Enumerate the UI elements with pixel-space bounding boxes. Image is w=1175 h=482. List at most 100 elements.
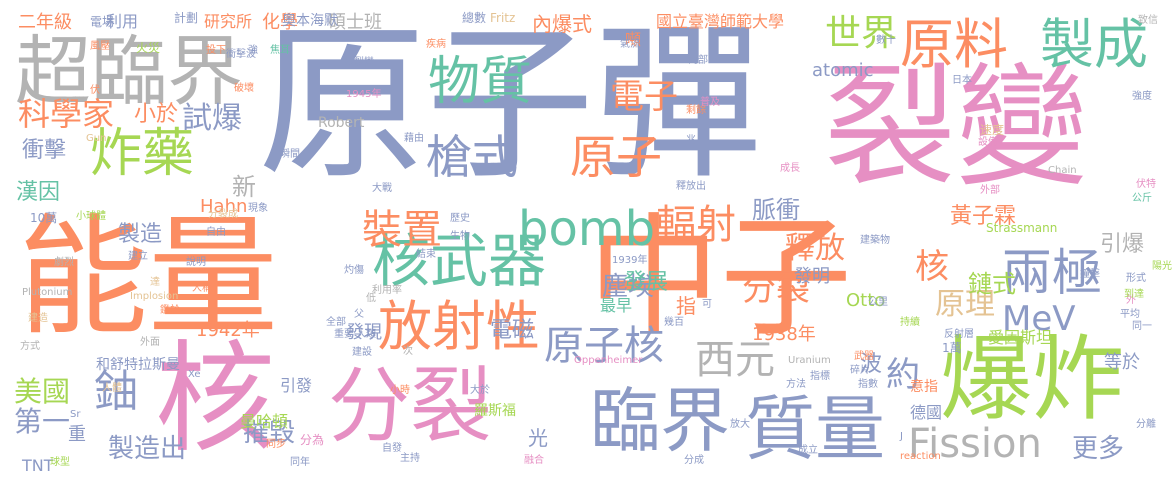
cloud-word: Implosion [130, 291, 179, 302]
cloud-word: 科學家 [18, 95, 115, 133]
cloud-word: 原料 [900, 13, 1008, 76]
cloud-word: Otto [846, 290, 886, 311]
cloud-word: 1938年 [752, 324, 816, 345]
cloud-word: 兩極 [1002, 244, 1102, 302]
cloud-word: 風壓 [90, 41, 110, 52]
cloud-word: 意指 [910, 379, 938, 395]
cloud-word: 槍式 [426, 130, 518, 184]
cloud-word: 劇烈 [54, 257, 74, 268]
cloud-word: 強度 [1132, 91, 1152, 102]
cloud-word: 1939年 [612, 255, 648, 266]
cloud-word: 同一 [1132, 321, 1152, 332]
cloud-word: 德國 [910, 403, 943, 422]
cloud-word: 外面 [140, 337, 160, 348]
cloud-word: 歷史 [450, 213, 470, 224]
cloud-word: 電磁 [490, 318, 535, 343]
cloud-word: 指標 [810, 371, 830, 382]
cloud-word: 全部 [326, 317, 346, 328]
cloud-word: 電場 [90, 15, 115, 29]
cloud-word: 日本 [952, 75, 972, 86]
cloud-word: 小時 [390, 385, 410, 396]
cloud-word: 瞬間 [280, 149, 300, 160]
cloud-word: 爆炸 [940, 326, 1125, 433]
cloud-word: 建立 [128, 251, 148, 262]
cloud-word: 製成 [1040, 13, 1148, 76]
cloud-word: 釋放出 [676, 181, 706, 192]
cloud-word: 數十 [876, 35, 896, 46]
cloud-word: 方法 [786, 379, 806, 390]
cloud-word: 重要 [334, 329, 354, 340]
cloud-word: Robert [318, 115, 365, 131]
cloud-word: Xe [188, 369, 201, 380]
cloud-word: Hahn [200, 196, 248, 217]
cloud-word: 愛因斯坦 [988, 328, 1053, 347]
cloud-word: 分離 [1136, 419, 1156, 430]
cloud-word: 1萬 [942, 341, 962, 355]
cloud-word: 公里 [868, 297, 888, 308]
cloud-word: 疾病 [426, 39, 446, 50]
cloud-word: 次 [403, 346, 413, 357]
cloud-word: 生物 [450, 231, 470, 242]
cloud-word: 普及 [700, 97, 720, 108]
cloud-word: 鑑於 [160, 305, 180, 316]
cloud-word: 1945年 [346, 89, 382, 100]
cloud-word: 輻射 [656, 202, 736, 248]
cloud-word: 融合 [524, 455, 544, 466]
cloud-word: atomic [812, 60, 874, 81]
cloud-word: 發明 [794, 266, 830, 287]
cloud-word: 結束 [416, 249, 436, 260]
cloud-word: 分裂 [742, 269, 810, 309]
cloud-word: 試爆 [182, 101, 242, 136]
cloud-word: 小於 [134, 102, 179, 127]
cloud-word: 鏈式 [968, 270, 1016, 298]
cloud-word: 利用 [106, 12, 139, 31]
cloud-word: 利用率 [372, 285, 402, 296]
cloud-word: 指數 [858, 379, 878, 390]
cloud-word: 計劃 [174, 11, 199, 25]
cloud-word: 漢因 [16, 180, 61, 205]
cloud-word: Fritz [490, 11, 516, 25]
cloud-word: 幾百 [664, 317, 684, 328]
cloud-word: 內部 [688, 55, 708, 66]
cloud-word: Uranium [788, 355, 831, 366]
cloud-word: 武器 [854, 351, 874, 362]
cloud-word: 持續 [900, 317, 920, 328]
cloud-word: 能量 [18, 201, 279, 353]
cloud-word: 放大 [730, 419, 750, 430]
cloud-word: 衝擊波 [226, 49, 256, 60]
cloud-word: 第一 [14, 405, 71, 438]
cloud-word: 人稱 [192, 283, 212, 294]
cloud-word: 研究所 [204, 12, 253, 31]
cloud-word: Gun [86, 133, 107, 144]
cloud-word: 原子 [570, 130, 662, 184]
cloud-word: 放射性 [378, 295, 540, 358]
cloud-word: 人體 [102, 383, 122, 394]
cloud-word: J [900, 431, 903, 442]
cloud-word: n [630, 58, 643, 82]
cloud-word: 焦耳 [270, 45, 290, 56]
cloud-word: 成立 [798, 445, 818, 456]
cloud-word: MeV [1002, 299, 1076, 339]
cloud-word: 10萬 [30, 211, 58, 225]
cloud-word: 內爆式 [532, 12, 592, 36]
cloud-word: 波 [860, 352, 883, 377]
cloud-word: 達 [150, 277, 160, 288]
cloud-word: 摧毀 [243, 418, 296, 448]
cloud-word: 重 [68, 424, 86, 445]
cloud-word: 建造 [28, 313, 48, 324]
cloud-word: 原子核 [544, 323, 664, 369]
cloud-word: 藉由 [404, 133, 424, 144]
cloud-word: 剩餘 [686, 105, 706, 116]
cloud-word: 低 [366, 293, 376, 304]
cloud-word: 化學 [262, 12, 298, 33]
cloud-word: 伏特 [1136, 179, 1156, 190]
cloud-word: 人類 [356, 329, 376, 340]
cloud-word: 製造出 [108, 434, 187, 464]
cloud-word: 約 [886, 355, 920, 395]
cloud-word: 中子 [588, 201, 852, 355]
cloud-word: 同步 [266, 439, 286, 450]
cloud-word: 公斤 [1132, 193, 1152, 204]
cloud-word: 碎片 [850, 365, 870, 376]
cloud-word: 總數 [462, 11, 487, 25]
